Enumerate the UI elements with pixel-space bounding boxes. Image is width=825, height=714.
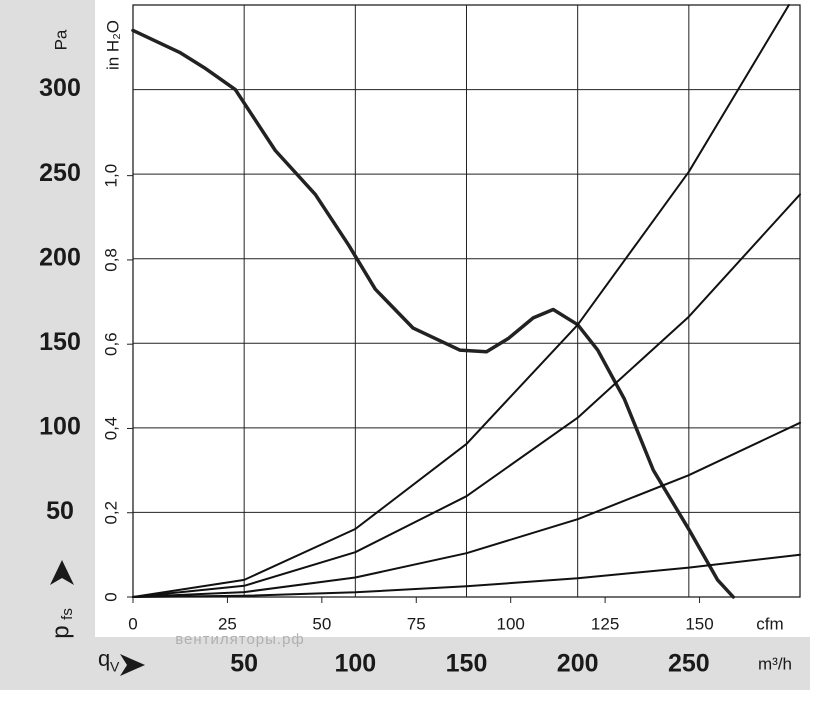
y-symbol: p (47, 625, 74, 638)
curve (131, 28, 736, 599)
x2-tick-label: 25 (218, 614, 237, 633)
y-tick-label: 150 (39, 328, 81, 356)
x2-tick-label: 150 (685, 614, 713, 633)
watermark: вентиляторы.рф (175, 631, 305, 648)
y2-tick-label: 0,4 (101, 417, 120, 441)
y2-unit: in H₂O (103, 20, 122, 70)
curve (132, 553, 801, 598)
x-symbol: q (98, 646, 110, 671)
y-tick-label: 250 (39, 159, 81, 187)
y-tick-label: 300 (39, 74, 81, 102)
x2-tick-label: 125 (591, 614, 619, 633)
x2-tick-label: 50 (312, 614, 331, 633)
curve (132, 193, 801, 598)
curve (132, 421, 801, 598)
y2-tick-label: 0 (101, 592, 120, 601)
bottom-band (95, 637, 810, 690)
y2-tick-label: 1,0 (101, 164, 120, 188)
x-tick-label: 200 (557, 650, 599, 678)
x-subscript: V (110, 659, 120, 675)
y-tick-label: 50 (46, 497, 74, 525)
y2-tick-label: 0,6 (101, 332, 120, 356)
y-tick-label: 100 (39, 412, 81, 440)
x2-tick-label: 100 (497, 614, 525, 633)
x-arrow (120, 654, 145, 676)
x-tick-label: 150 (446, 650, 488, 678)
x2-unit: cfm (756, 614, 783, 633)
y-arrow (50, 560, 74, 585)
x-unit: m³/h (758, 654, 792, 673)
y2-tick-label: 0,2 (101, 501, 120, 525)
y2-tick-label: 0,8 (101, 248, 120, 272)
y-unit: Pa (51, 29, 70, 50)
y-tick-label: 200 (39, 243, 81, 271)
x-tick-label: 50 (230, 650, 258, 678)
left-band (0, 0, 95, 690)
y-subscript: fs (59, 608, 76, 620)
x2-tick-label: 75 (407, 614, 426, 633)
curve (132, 4, 790, 598)
x2-tick-label: 0 (128, 614, 137, 633)
x-tick-label: 100 (334, 650, 376, 678)
x-tick-label: 250 (668, 650, 710, 678)
